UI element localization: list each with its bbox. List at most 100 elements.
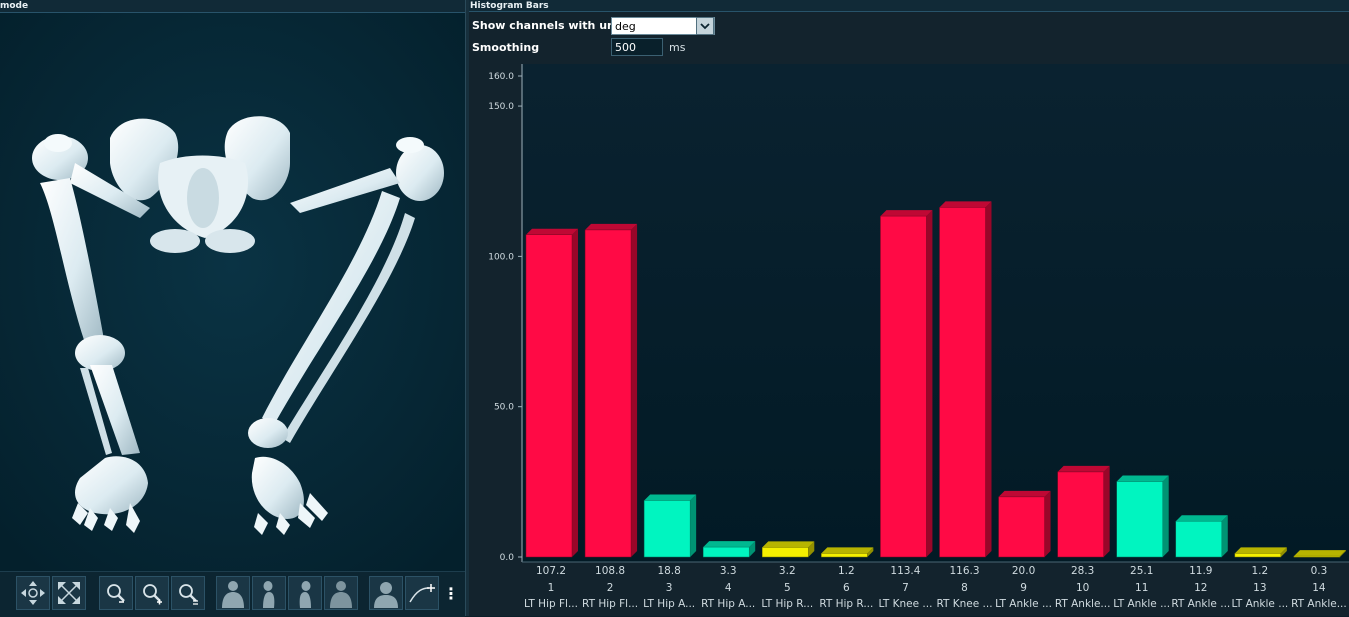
move-arrows-icon [58, 582, 80, 604]
bar-front [762, 547, 809, 558]
bar-top [1057, 465, 1110, 472]
more-options-button[interactable]: ⋮ [443, 584, 459, 603]
bar-side [808, 541, 815, 557]
right-leg-bones [248, 137, 444, 535]
bar-category-label: 3 [666, 582, 673, 594]
units-label: Show channels with units [472, 19, 631, 32]
bar-top [585, 223, 638, 230]
zoom-in-icon [143, 584, 162, 605]
histogram-bar[interactable] [643, 494, 697, 558]
bar-value-label: 1.2 [838, 565, 855, 577]
zoom-reset-button[interactable] [171, 576, 205, 610]
bar-channel-label: RT Ankle ... [1171, 598, 1230, 610]
bar-side [1103, 465, 1110, 557]
histogram-bar[interactable] [880, 210, 933, 558]
bar-value-label: 116.3 [949, 565, 979, 577]
bar-channel-label: RT Hip A... [701, 598, 755, 610]
bar-top [644, 494, 697, 501]
curve-plus-icon [409, 584, 435, 603]
bar-top [1116, 475, 1169, 482]
bar-top [526, 228, 578, 235]
zoom-in-button[interactable] [135, 576, 169, 610]
bar-category-label: 4 [725, 582, 732, 594]
bar-channel-label: LT Ankle ... [995, 598, 1052, 610]
histogram-bar[interactable] [525, 228, 578, 558]
viewer-panel: mode [0, 0, 465, 617]
body-front-icon [222, 581, 244, 608]
bar-channel-label: RT Hip Fl... [582, 598, 638, 610]
bar-channel-label: RT Ankle... [1055, 598, 1111, 610]
histogram-bar[interactable] [998, 490, 1051, 558]
bar-front [880, 215, 927, 558]
bar-front [821, 553, 868, 558]
zoom-out-icon [107, 584, 125, 603]
histogram-bar[interactable] [1293, 550, 1346, 558]
histogram-panel-title: Histogram Bars [469, 0, 1349, 12]
bar-category-label: 11 [1135, 582, 1148, 594]
bar-category-label: 14 [1312, 582, 1326, 594]
smoothing-label: Smoothing [472, 41, 540, 54]
histogram-bar[interactable] [821, 547, 874, 558]
histogram-bar[interactable] [702, 541, 756, 558]
bar-value-label: 0.3 [1311, 565, 1328, 577]
bar-value-label: 18.8 [657, 565, 680, 577]
bar-front [643, 500, 691, 558]
view-side-right-button[interactable] [288, 576, 322, 610]
bar-value-label: 107.2 [536, 565, 566, 577]
histogram-bar[interactable] [1116, 475, 1169, 558]
bar-side [1044, 490, 1051, 557]
bar-category-label: 5 [784, 582, 791, 594]
panel-splitter[interactable] [465, 0, 469, 616]
histogram-bar[interactable] [1057, 465, 1110, 558]
bar-top [703, 541, 756, 548]
histogram-bar[interactable] [939, 201, 992, 558]
zoom-out-button[interactable] [99, 576, 133, 610]
bar-top [762, 541, 815, 548]
bar-side [1221, 515, 1228, 557]
smoothing-unit-label: ms [669, 41, 686, 54]
body-side-left-icon [263, 581, 275, 608]
viewer-toolbar: ⋮ [0, 571, 465, 617]
bar-top [880, 210, 933, 217]
pan-rotate-button[interactable] [16, 576, 50, 610]
view-back-button[interactable] [324, 576, 358, 610]
view-side-left-button[interactable] [252, 576, 286, 610]
view-top-button[interactable] [369, 576, 403, 610]
histogram-bar[interactable] [584, 223, 638, 558]
bar-front [1175, 520, 1223, 558]
bar-category-label: 12 [1194, 582, 1207, 594]
units-select[interactable]: deg [611, 17, 715, 35]
bar-side [1162, 475, 1169, 557]
histogram-bar[interactable] [1234, 547, 1287, 558]
bar-category-label: 6 [843, 582, 850, 594]
units-dropdown-button[interactable] [696, 17, 714, 35]
bar-category-label: 10 [1076, 582, 1089, 594]
y-tick-label: 0.0 [500, 553, 515, 563]
histogram-bar[interactable] [762, 541, 815, 558]
bar-category-label: 9 [1020, 582, 1027, 594]
bar-top [1175, 515, 1228, 522]
bar-channel-label: LT Hip Fl... [524, 598, 578, 610]
bar-front [939, 207, 986, 558]
body-side-right-icon [299, 581, 311, 608]
add-trace-button[interactable] [405, 576, 439, 610]
bar-value-label: 3.3 [720, 565, 737, 577]
bar-value-label: 11.9 [1189, 565, 1212, 577]
skeleton-3d-viewport[interactable] [0, 13, 465, 571]
bar-side [1339, 550, 1346, 557]
skeleton-model [0, 13, 465, 571]
bar-top [821, 547, 874, 554]
bar-front [702, 546, 750, 558]
smoothing-input[interactable]: 500 [611, 38, 663, 56]
bar-channel-label: RT Hip R... [819, 598, 873, 610]
pan-move-button[interactable] [52, 576, 86, 610]
view-front-button[interactable] [216, 576, 250, 610]
y-tick-label: 50.0 [494, 403, 514, 413]
bar-front [1234, 553, 1282, 558]
plot-area [522, 64, 1349, 562]
bar-value-label: 113.4 [890, 565, 920, 577]
bar-side [690, 494, 697, 557]
bar-value-label: 28.3 [1071, 565, 1094, 577]
bar-side [749, 541, 756, 557]
histogram-bar[interactable] [1175, 515, 1228, 558]
